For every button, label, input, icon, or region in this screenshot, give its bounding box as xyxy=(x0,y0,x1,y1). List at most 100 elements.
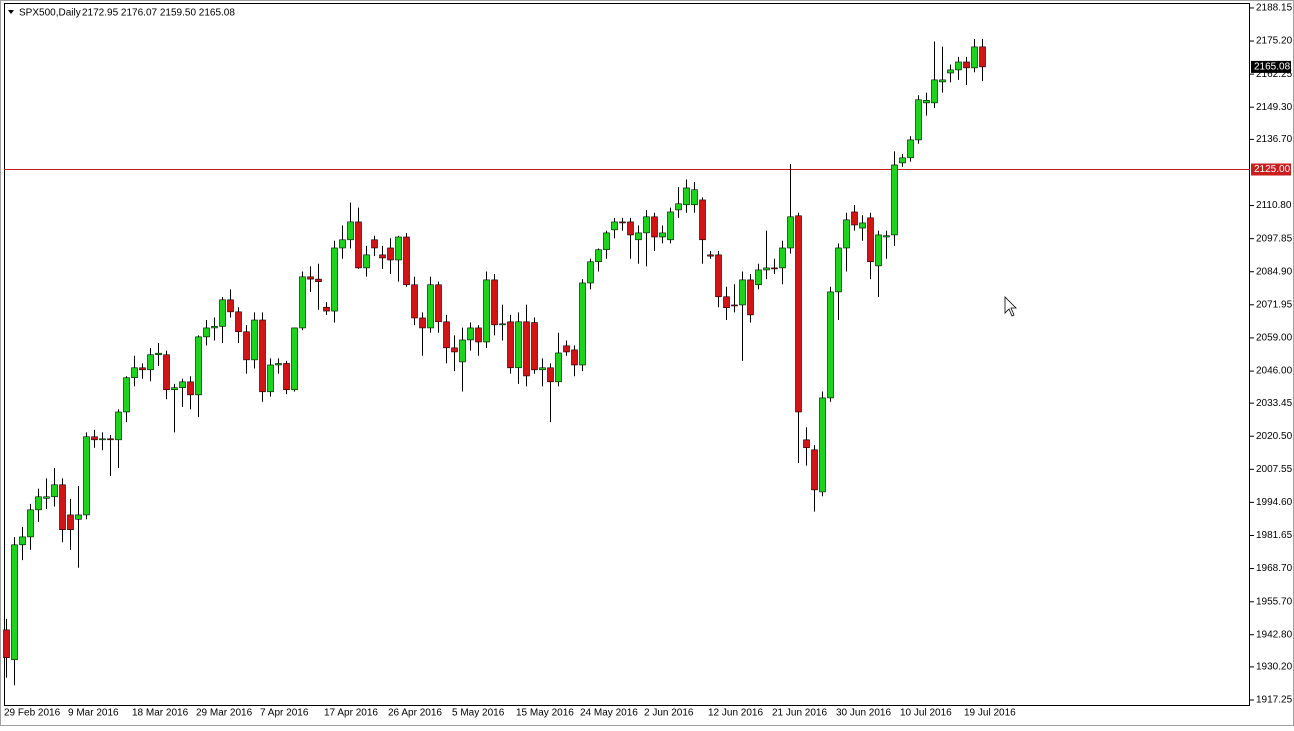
x-tick-label: 29 Mar 2016 xyxy=(196,708,253,719)
x-tick-label: 12 Jun 2016 xyxy=(708,708,763,719)
candle-body xyxy=(931,79,938,104)
candle-body xyxy=(843,219,850,249)
candle-body xyxy=(171,387,178,391)
candle-body xyxy=(155,352,162,356)
candle-body xyxy=(139,367,146,371)
candle-body xyxy=(339,239,346,249)
candle-body xyxy=(427,284,434,329)
candle-body xyxy=(91,436,98,441)
candle-body xyxy=(627,221,634,236)
y-tick-label: 2175.20 xyxy=(1256,36,1293,47)
candle-body xyxy=(779,247,786,269)
candle-body xyxy=(891,164,898,236)
candle-body xyxy=(363,254,370,269)
candle-body xyxy=(771,267,778,270)
candle-body xyxy=(299,276,306,329)
y-tick-label: 2071.95 xyxy=(1256,299,1293,310)
candle-body xyxy=(547,367,554,383)
candle-body xyxy=(51,484,58,498)
menu-arrow xyxy=(8,10,14,14)
candle-body xyxy=(723,296,730,309)
candle-body xyxy=(419,317,426,329)
candle-body xyxy=(467,327,474,341)
candle-body xyxy=(219,299,226,327)
y-tick-label: 2046.00 xyxy=(1256,366,1293,377)
price-line-tag xyxy=(1251,163,1291,176)
x-tick-label: 30 Jun 2016 xyxy=(836,708,891,719)
x-tick-label: 15 May 2016 xyxy=(516,708,574,719)
candle-body xyxy=(347,221,354,241)
y-tick-label: 2007.55 xyxy=(1256,464,1293,475)
candle-body xyxy=(315,278,322,282)
y-tick-label: 2149.30 xyxy=(1256,102,1293,113)
candle-body xyxy=(691,189,698,206)
candle-body xyxy=(395,236,402,261)
x-tick-label: 24 May 2016 xyxy=(580,708,638,719)
candle-body xyxy=(371,239,378,249)
candle-body xyxy=(699,199,706,241)
y-tick-label: 1994.60 xyxy=(1256,497,1293,508)
candle-body xyxy=(59,484,66,531)
candle-body xyxy=(259,319,266,393)
candle-body xyxy=(411,284,418,319)
candle-body xyxy=(915,99,922,141)
candle-body xyxy=(499,323,506,326)
candle-body xyxy=(75,514,82,520)
candle-body xyxy=(267,364,274,393)
candle-body xyxy=(307,276,314,280)
candle-body xyxy=(747,279,754,316)
candle-body xyxy=(3,629,10,659)
x-tick-label: 26 Apr 2016 xyxy=(388,708,442,719)
candle-body xyxy=(459,339,466,363)
candle-body xyxy=(531,322,538,371)
x-tick-label: 29 Feb 2016 xyxy=(4,708,61,719)
candle-body xyxy=(635,232,642,241)
y-tick-label: 1955.70 xyxy=(1256,596,1293,607)
candle-body xyxy=(675,203,682,211)
candle-body xyxy=(451,347,458,353)
candle-body xyxy=(939,79,946,83)
candle-body xyxy=(707,254,714,257)
candle-body xyxy=(107,438,114,441)
candle-body xyxy=(963,61,970,69)
candle-body xyxy=(227,299,234,313)
candle-body xyxy=(867,217,874,263)
y-tick-label: 1981.65 xyxy=(1256,530,1293,541)
candle-body xyxy=(667,211,674,241)
candle-body xyxy=(123,377,130,413)
candle-body xyxy=(979,46,986,68)
y-tick-label: 2162.25 xyxy=(1256,69,1293,80)
price-line-label: 2125.00 xyxy=(1254,164,1291,175)
candle-body xyxy=(947,69,954,74)
candle-body xyxy=(163,354,170,391)
x-tick-label: 9 Mar 2016 xyxy=(68,708,119,719)
candle-body xyxy=(587,261,594,284)
y-tick-label: 2097.85 xyxy=(1256,233,1293,244)
candle-body xyxy=(555,352,562,383)
candle-body xyxy=(355,221,362,269)
candle-body xyxy=(283,363,290,391)
candle-body xyxy=(83,436,90,516)
candle-body xyxy=(203,327,210,338)
candle-body xyxy=(715,254,722,298)
candle-body xyxy=(835,247,842,293)
last-price-label: 2165.08 xyxy=(1254,62,1291,73)
candle-body xyxy=(491,279,498,326)
candle-body xyxy=(651,216,658,238)
candle-body xyxy=(899,157,906,164)
candle-body xyxy=(971,46,978,69)
candle-body xyxy=(659,232,666,238)
candle-body xyxy=(131,367,138,379)
candle-body xyxy=(787,216,794,249)
y-tick-label: 1942.80 xyxy=(1256,629,1293,640)
candle-body xyxy=(563,345,570,353)
candle-body xyxy=(243,331,250,361)
candle-body xyxy=(27,509,34,538)
x-tick-label: 7 Apr 2016 xyxy=(260,708,309,719)
candle-body xyxy=(819,397,826,493)
candle-body xyxy=(435,284,442,323)
candle-body xyxy=(403,236,410,286)
candle-body xyxy=(803,439,810,449)
y-tick-label: 2110.80 xyxy=(1256,200,1292,211)
